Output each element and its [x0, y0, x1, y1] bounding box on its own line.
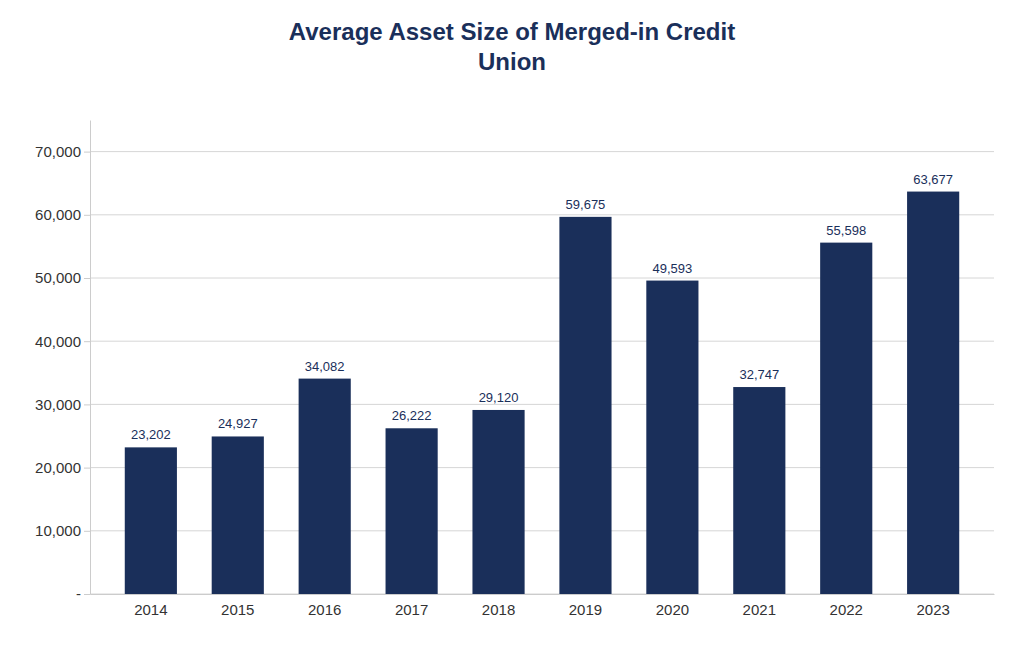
x-axis: 2014 2015 2016 2017 2018 2019 2020 2021 2022 2023 [91, 595, 995, 618]
y-tick: 70,000 [35, 143, 90, 160]
x-tick: 2022 [830, 601, 863, 618]
x-tick-label: 2016 [308, 601, 341, 618]
bar [907, 192, 959, 594]
y-tick: 60,000 [35, 206, 90, 223]
data-label: 24,927 [218, 416, 258, 431]
bar [733, 387, 785, 594]
grid-line [90, 214, 994, 215]
y-tick: 10,000 [35, 522, 90, 539]
x-tick: 2019 [569, 601, 602, 618]
data-label: 63,677 [913, 172, 953, 187]
y-axis: - 10,000 20,000 30,000 40,000 50,000 60,000 70,… [35, 121, 90, 603]
y-tick-mark [84, 404, 90, 405]
x-tick: 2023 [916, 601, 949, 618]
x-axis-line [91, 594, 995, 595]
y-tick-mark [84, 278, 90, 279]
plot: - 10,000 20,000 30,000 40,000 50,000 60,000 70,… [35, 121, 994, 618]
x-tick-label: 2022 [830, 601, 863, 618]
data-label: 55,598 [826, 223, 866, 238]
x-tick-label: 2023 [916, 601, 949, 618]
bars [125, 192, 959, 594]
x-tick-label: 2015 [221, 601, 254, 618]
data-label: 29,120 [479, 390, 519, 405]
data-label: 59,675 [566, 197, 606, 212]
y-tick: - [76, 585, 90, 602]
y-tick-label: 60,000 [35, 206, 81, 223]
data-labels: 23,202 24,927 34,082 26,222 29,120 59,675 49,5… [131, 172, 953, 443]
data-label: 23,202 [131, 427, 171, 442]
x-tick: 2016 [308, 601, 341, 618]
y-tick-label: - [76, 585, 81, 602]
y-tick-mark [84, 215, 90, 216]
x-tick: 2017 [395, 601, 428, 618]
y-tick-label: 20,000 [35, 459, 81, 476]
x-tick: 2018 [482, 601, 515, 618]
y-tick-label: 50,000 [35, 269, 81, 286]
y-tick-mark [84, 152, 90, 153]
y-tick: 50,000 [35, 269, 90, 286]
x-tick-label: 2021 [743, 601, 776, 618]
chart: Average Asset Size of Merged-in CreditUn… [0, 0, 1024, 654]
bar [559, 217, 611, 594]
x-tick-label: 2019 [569, 601, 602, 618]
data-label: 26,222 [392, 408, 432, 423]
title: Average Asset Size of Merged-in CreditUn… [289, 18, 735, 75]
y-tick-label: 70,000 [35, 143, 81, 160]
x-tick: 2020 [656, 601, 689, 618]
x-tick: 2014 [134, 601, 167, 618]
y-tick-mark [84, 468, 90, 469]
data-label: 32,747 [739, 367, 779, 382]
x-tick: 2021 [743, 601, 776, 618]
data-label: 34,082 [305, 359, 345, 374]
y-tick: 40,000 [35, 333, 90, 350]
x-tick-label: 2020 [656, 601, 689, 618]
y-tick-label: 30,000 [35, 396, 81, 413]
y-tick-mark [84, 341, 90, 342]
x-tick-label: 2018 [482, 601, 515, 618]
y-tick-mark [84, 531, 90, 532]
y-tick-label: 10,000 [35, 522, 81, 539]
x-tick-label: 2017 [395, 601, 428, 618]
y-axis-line [90, 121, 91, 595]
grid-line [90, 151, 994, 152]
x-tick-label: 2014 [134, 601, 167, 618]
bar [386, 428, 438, 594]
bar [125, 447, 177, 594]
bar [646, 281, 698, 594]
grid [90, 152, 994, 594]
bar [212, 436, 264, 594]
y-tick-mark [84, 594, 90, 595]
bar [472, 410, 524, 594]
bar [820, 243, 872, 594]
y-tick: 20,000 [35, 459, 90, 476]
y-tick: 30,000 [35, 396, 90, 413]
bar [299, 379, 351, 594]
x-tick: 2015 [221, 601, 254, 618]
data-label: 49,593 [653, 261, 693, 276]
y-tick-label: 40,000 [35, 333, 81, 350]
